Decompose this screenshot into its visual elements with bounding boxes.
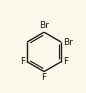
Text: Br: Br bbox=[39, 21, 49, 30]
Text: F: F bbox=[20, 57, 25, 66]
Text: F: F bbox=[42, 73, 47, 82]
Text: Br: Br bbox=[63, 38, 73, 46]
Text: F: F bbox=[63, 57, 68, 66]
